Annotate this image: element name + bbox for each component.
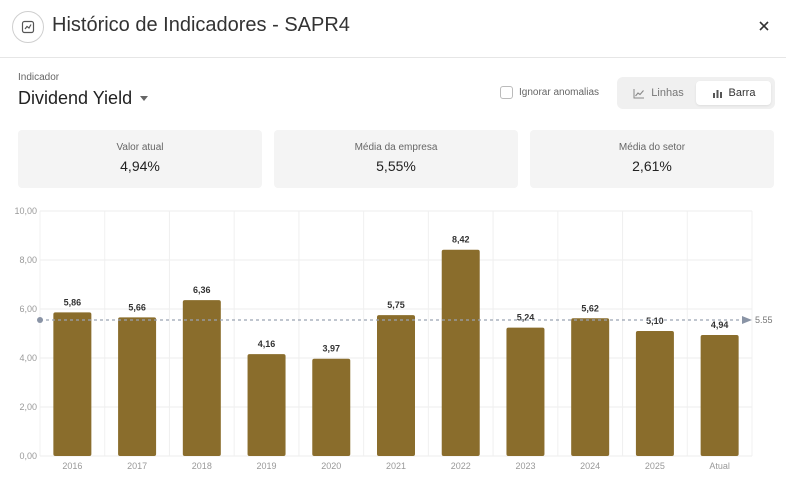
x-tick-label: 2022: [451, 461, 471, 471]
bar[interactable]: [635, 331, 674, 456]
card-label: Valor atual: [116, 142, 164, 153]
sector-average-card: Média do setor 2,61%: [530, 130, 774, 188]
chart-icon: [12, 11, 44, 43]
bar-value-label: 5,75: [387, 300, 405, 310]
line-chart-icon: [633, 88, 645, 98]
dividend-yield-bar-chart: 0,00 2,00 4,00 6,00 8,00 10,00 5,86 2016 5,66 201…: [14, 206, 773, 471]
view-toggle: Linhas Barra: [617, 77, 775, 109]
y-tick-label: 0,00: [19, 451, 37, 461]
bar-value-label: 6,36: [193, 285, 211, 295]
bar-value-label: 5,10: [646, 316, 664, 326]
bar-value-label: 8,42: [452, 235, 470, 245]
bar-chart-icon: [712, 89, 722, 98]
checkbox-box[interactable]: [500, 86, 513, 99]
y-tick-label: 10,00: [14, 206, 37, 216]
y-tick-label: 8,00: [19, 255, 37, 265]
reference-line-label: 5.55: [755, 315, 773, 325]
bar[interactable]: [247, 354, 286, 456]
bar[interactable]: [506, 327, 545, 456]
x-tick-label: 2017: [127, 461, 147, 471]
bar[interactable]: [441, 249, 480, 456]
chevron-down-icon: [140, 96, 149, 101]
toggle-lines-button[interactable]: Linhas: [621, 81, 696, 105]
bar[interactable]: [312, 358, 351, 456]
y-tick-label: 4,00: [19, 353, 37, 363]
bar-value-label: 5,24: [517, 313, 535, 323]
bar-value-label: 5,66: [128, 302, 146, 312]
indicator-value: Dividend Yield: [18, 88, 133, 108]
reference-line-start-dot: [37, 317, 43, 324]
bar[interactable]: [377, 315, 415, 456]
x-tick-label: 2024: [580, 461, 600, 471]
card-value: 4,94%: [120, 158, 160, 174]
toggle-bars-label: Barra: [728, 87, 756, 99]
bar-value-label: 4,94: [711, 320, 729, 330]
x-tick-label: 2023: [515, 461, 535, 471]
company-average-card: Média da empresa 5,55%: [274, 130, 518, 188]
card-value: 5,55%: [376, 158, 416, 174]
toggle-lines-label: Linhas: [651, 87, 684, 99]
card-label: Média do setor: [618, 142, 686, 153]
x-tick-label: 2019: [257, 461, 277, 471]
indicator-label: Indicador: [18, 72, 60, 83]
y-tick-label: 2,00: [19, 402, 37, 412]
bar[interactable]: [700, 334, 739, 456]
x-tick-label: 2016: [62, 461, 82, 471]
modal-title: Histórico de Indicadores - SAPR4: [52, 14, 350, 36]
summary-cards: Valor atual 4,94% Média da empresa 5,55%…: [18, 130, 775, 188]
y-tick-label: 6,00: [19, 304, 37, 314]
ignore-anomalies-checkbox[interactable]: Ignorar anomalias: [500, 86, 599, 99]
x-tick-label: 2021: [386, 461, 406, 471]
bar-value-label: 5,62: [581, 303, 599, 313]
bar[interactable]: [53, 312, 92, 456]
indicator-select[interactable]: Dividend Yield: [18, 88, 149, 109]
x-tick-label: 2025: [645, 461, 665, 471]
close-icon[interactable]: [754, 16, 774, 36]
card-value: 2,61%: [632, 158, 672, 174]
ignore-anomalies-label: Ignorar anomalias: [519, 87, 600, 98]
current-value-card: Valor atual 4,94%: [18, 130, 262, 188]
arrow-right-icon: [742, 316, 752, 325]
toggle-bars-button[interactable]: Barra: [696, 81, 771, 105]
x-tick-label: Atual: [709, 461, 730, 471]
bar[interactable]: [571, 318, 610, 456]
x-tick-label: 2020: [321, 461, 341, 471]
bar-value-label: 5,86: [64, 297, 82, 307]
modal-header: Histórico de Indicadores - SAPR4: [0, 0, 786, 58]
card-label: Média da empresa: [354, 142, 438, 153]
bar-value-label: 3,97: [323, 344, 341, 354]
bar[interactable]: [182, 300, 221, 456]
x-tick-label: 2018: [192, 461, 212, 471]
bar-value-label: 4,16: [258, 339, 276, 349]
bar[interactable]: [118, 317, 157, 456]
